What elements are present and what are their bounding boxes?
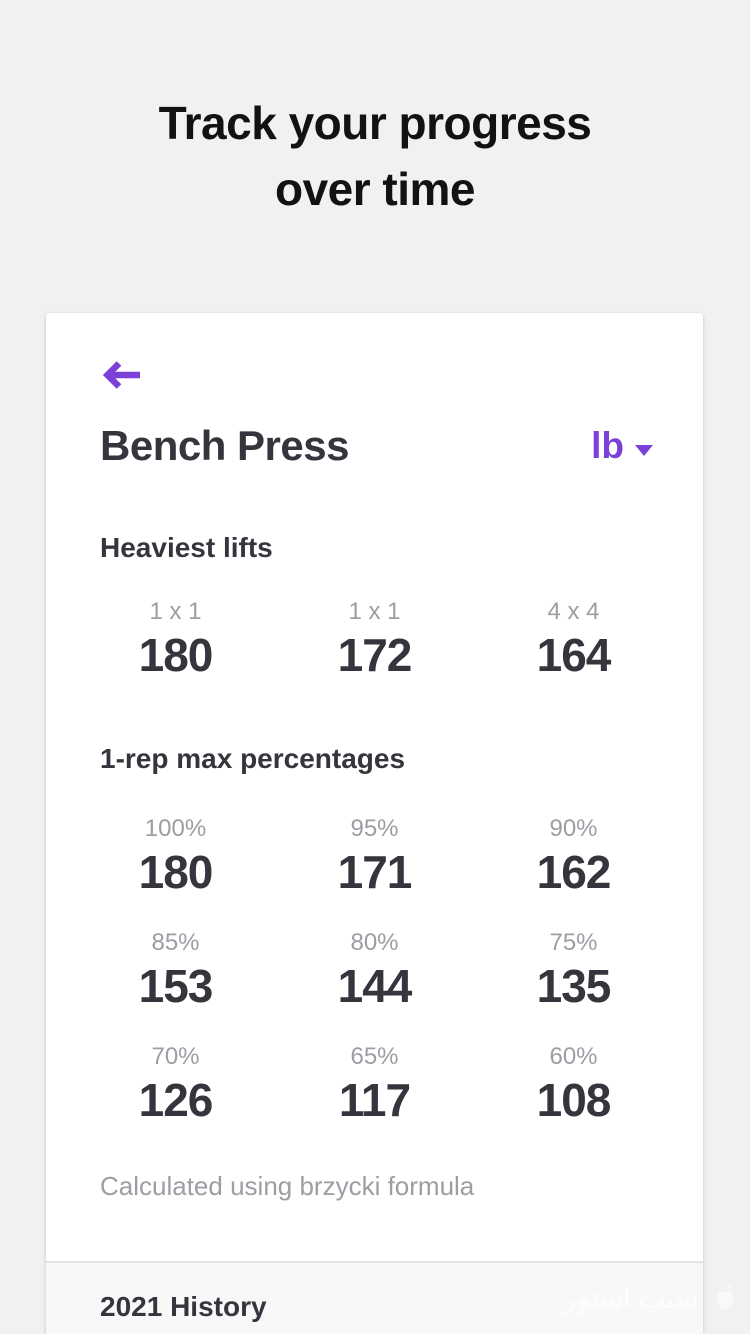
stat-cell: 90% 162 bbox=[474, 815, 673, 899]
stat-label: 70% bbox=[151, 1043, 200, 1070]
page-title: Track your progress over time bbox=[0, 0, 750, 222]
exercise-card-content: Bench Press lb Heaviest lifts 1 x 1 180 … bbox=[46, 313, 703, 1334]
stat-label: 1 x 1 bbox=[149, 598, 202, 625]
stat-label: 100% bbox=[144, 815, 207, 842]
stat-label: 90% bbox=[549, 815, 598, 842]
formula-note: Calculated using brzycki formula bbox=[100, 1171, 475, 1201]
one-rep-max-heading: 1-rep max percentages bbox=[100, 743, 406, 774]
stat-label: 85% bbox=[151, 929, 200, 956]
apple-logo-icon bbox=[716, 1284, 734, 1310]
stat-cell: 1 x 1 172 bbox=[275, 598, 474, 682]
page-title-line1: Track your progress bbox=[158, 97, 592, 149]
chevron-down-icon bbox=[635, 444, 653, 456]
stat-cell: 65% 117 bbox=[275, 1043, 474, 1127]
back-button[interactable] bbox=[100, 359, 142, 391]
exercise-title: Bench Press bbox=[100, 422, 349, 469]
history-heading: 2021 History bbox=[100, 1291, 267, 1322]
stat-cell: 70% 126 bbox=[76, 1043, 275, 1127]
stat-cell: 1 x 1 180 bbox=[76, 598, 275, 682]
stat-value: 144 bbox=[337, 960, 413, 1012]
stat-cell: 60% 108 bbox=[474, 1043, 673, 1127]
history-section[interactable]: 2021 History bbox=[46, 1261, 703, 1334]
stat-value: 180 bbox=[138, 846, 214, 898]
stat-label: 4 x 4 bbox=[547, 598, 600, 625]
stat-value: 117 bbox=[338, 1074, 411, 1126]
stat-cell: 85% 153 bbox=[76, 929, 275, 1013]
stat-value: 153 bbox=[138, 960, 214, 1012]
arrow-left-icon bbox=[102, 361, 140, 389]
stat-cell: 100% 180 bbox=[76, 815, 275, 899]
stat-cell: 80% 144 bbox=[275, 929, 474, 1013]
stat-label: 95% bbox=[350, 815, 399, 842]
stat-label: 1 x 1 bbox=[348, 598, 401, 625]
stat-cell: 4 x 4 164 bbox=[474, 598, 673, 682]
stat-value: 164 bbox=[536, 629, 612, 681]
exercise-card: Bench Press lb Heaviest lifts 1 x 1 180 … bbox=[46, 313, 703, 1334]
page-title-line2: over time bbox=[274, 163, 476, 215]
stat-label: 65% bbox=[350, 1043, 399, 1070]
stat-cell: 75% 135 bbox=[474, 929, 673, 1013]
stat-value: 180 bbox=[138, 629, 214, 681]
unit-dropdown[interactable]: lb bbox=[591, 425, 653, 467]
stat-label: 80% bbox=[350, 929, 399, 956]
stat-value: 135 bbox=[536, 960, 612, 1012]
unit-label: lb bbox=[591, 425, 624, 466]
stat-cell: 95% 171 bbox=[275, 815, 474, 899]
one-rep-max-grid: 100% 180 95% 171 90% 162 85% 153 80% 144… bbox=[76, 815, 673, 1127]
stat-value: 162 bbox=[536, 846, 612, 898]
stat-value: 172 bbox=[337, 629, 413, 681]
stat-value: 171 bbox=[337, 846, 413, 898]
stat-label: 60% bbox=[549, 1043, 598, 1070]
heaviest-lifts-grid: 1 x 1 180 1 x 1 172 4 x 4 164 bbox=[76, 598, 673, 682]
stat-label: 75% bbox=[549, 929, 598, 956]
stat-value: 108 bbox=[536, 1074, 612, 1126]
stat-value: 126 bbox=[138, 1074, 214, 1126]
heaviest-lifts-heading: Heaviest lifts bbox=[100, 532, 273, 563]
exercise-header-row: Bench Press lb bbox=[100, 421, 653, 471]
